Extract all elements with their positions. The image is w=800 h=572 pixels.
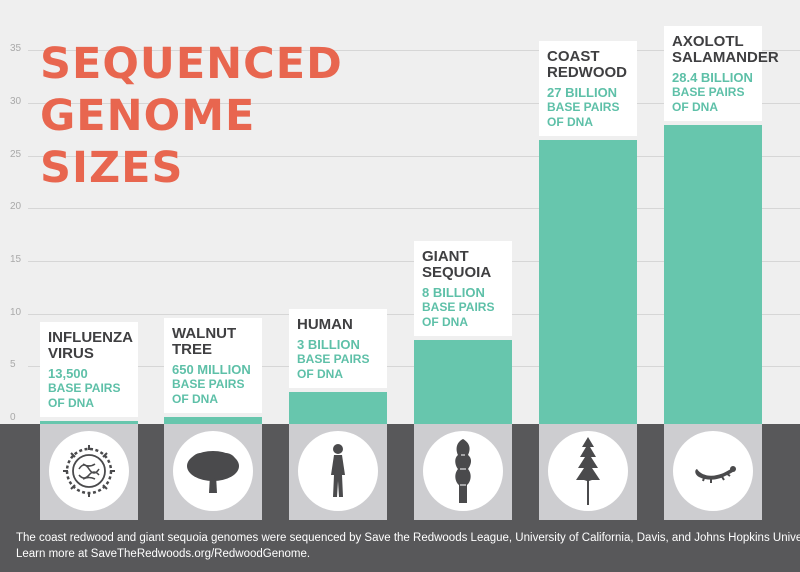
walnut-tree-icon xyxy=(173,431,253,511)
bar-0 xyxy=(40,421,138,424)
bar-label-unit: BASE PAIRS xyxy=(547,99,620,114)
bar-label-name-line: AXOLOTL xyxy=(672,32,744,50)
bar-label-unit: BASE PAIRS xyxy=(48,381,121,395)
human-icon xyxy=(298,431,378,511)
bar-label-box-5: AXOLOTL SALAMANDER 28.4 BILLION BASE PAIRS O… xyxy=(664,25,779,121)
bar-label-unit: OF DNA xyxy=(48,396,94,410)
icon-tile-0 xyxy=(40,424,138,520)
y-tick-label: 5 xyxy=(10,359,16,370)
bar-2 xyxy=(289,392,387,424)
bar-label-unit: OF DNA xyxy=(172,392,218,407)
y-tick-label: 10 xyxy=(10,307,22,318)
y-tick-label: 0 xyxy=(10,412,16,423)
bar-label-name-line: HUMAN xyxy=(297,316,353,334)
bar-label-name-line: GIANT xyxy=(422,247,469,265)
bar-label-name-line: INFLUENZA xyxy=(48,329,133,346)
bar-label-value: 28.4 BILLION xyxy=(672,69,753,85)
y-tick-label: 30 xyxy=(10,96,22,107)
bar-label-unit: OF DNA xyxy=(547,114,593,129)
bar-label-value: 3 BILLION xyxy=(297,337,360,353)
redwood-icon xyxy=(548,431,628,511)
bar-label-value: 13,500 xyxy=(48,366,88,381)
icon-tile-2 xyxy=(289,424,387,520)
bar-label-unit: OF DNA xyxy=(297,367,343,382)
bar-label-name-line: WALNUT xyxy=(172,325,237,343)
chart-title-line-1: SEQUENCED xyxy=(40,39,343,89)
bar-label-value: 27 BILLION xyxy=(547,84,618,100)
bar-3 xyxy=(414,339,512,424)
bar-label-name: GIANT SEQUOIA xyxy=(422,247,504,281)
bar-label-name-line: SALAMANDER xyxy=(672,48,779,66)
bar-label-unit: OF DNA xyxy=(422,314,468,329)
bar-label-unit: BASE PAIRS xyxy=(172,377,245,392)
bar-label-name-line: REDWOOD xyxy=(547,63,627,81)
bar-label-unit: OF DNA xyxy=(672,99,718,114)
bar-label-name: HUMAN xyxy=(297,317,379,333)
bar-label-name: INFLUENZA VIRUS xyxy=(48,329,133,362)
bar-label-name-line: COAST xyxy=(547,47,600,65)
bar-1 xyxy=(164,417,262,424)
bar-label-value: 650 MILLION xyxy=(172,362,251,378)
bar-label-value: 8 BILLION xyxy=(422,284,485,300)
sequoia-icon xyxy=(423,431,503,511)
bar-label-box-3: GIANT SEQUOIA 8 BILLION BASE PAIRS OF DNA xyxy=(414,240,512,336)
bar-label-name: COAST REDWOOD xyxy=(547,47,629,81)
salamander-icon xyxy=(673,431,753,511)
bar-label-unit: BASE PAIRS xyxy=(672,84,745,99)
bar-label-box-4: COAST REDWOOD 27 BILLION BASE PAIRS OF DNA xyxy=(539,40,637,136)
icon-tile-3 xyxy=(414,424,512,520)
bar-label-unit: BASE PAIRS xyxy=(422,299,495,314)
footnote-line-1: The coast redwood and giant sequoia geno… xyxy=(16,532,800,544)
bar-label-name: WALNUT TREE xyxy=(172,326,254,358)
y-tick-label: 25 xyxy=(10,149,22,160)
icon-tile-4 xyxy=(539,424,637,520)
bar-5 xyxy=(664,124,762,424)
footnote-line-2: Learn more at SaveTheRedwoods.org/Redwoo… xyxy=(16,548,311,560)
bar-label-box-0: INFLUENZA VIRUS 13,500 BASE PAIRS OF DNA xyxy=(40,322,138,417)
bar-label-name-line: VIRUS xyxy=(48,345,94,362)
chart-title-line-2: GENOME xyxy=(40,91,256,141)
bar-label-box-1: WALNUT TREE 650 MILLION BASE PAIRS OF DNA xyxy=(164,318,262,414)
bar-label-box-2: HUMAN 3 BILLION BASE PAIRS OF DNA xyxy=(289,309,387,389)
bar-4 xyxy=(539,139,637,424)
virus-icon xyxy=(49,431,129,511)
icon-tile-5 xyxy=(664,424,762,520)
bar-label-unit: BASE PAIRS xyxy=(297,352,370,367)
chart-title-line-3: SIZES xyxy=(40,143,184,193)
bar-label-name: AXOLOTL SALAMANDER xyxy=(672,32,779,66)
icon-tile-1 xyxy=(164,424,262,520)
y-tick-label: 15 xyxy=(10,254,22,265)
y-tick-label: 35 xyxy=(10,43,22,54)
bar-label-name-line: TREE xyxy=(172,341,213,359)
bar-label-name-line: SEQUOIA xyxy=(422,263,492,281)
footnote: The coast redwood and giant sequoia geno… xyxy=(16,530,800,562)
y-tick-label: 20 xyxy=(10,201,22,212)
